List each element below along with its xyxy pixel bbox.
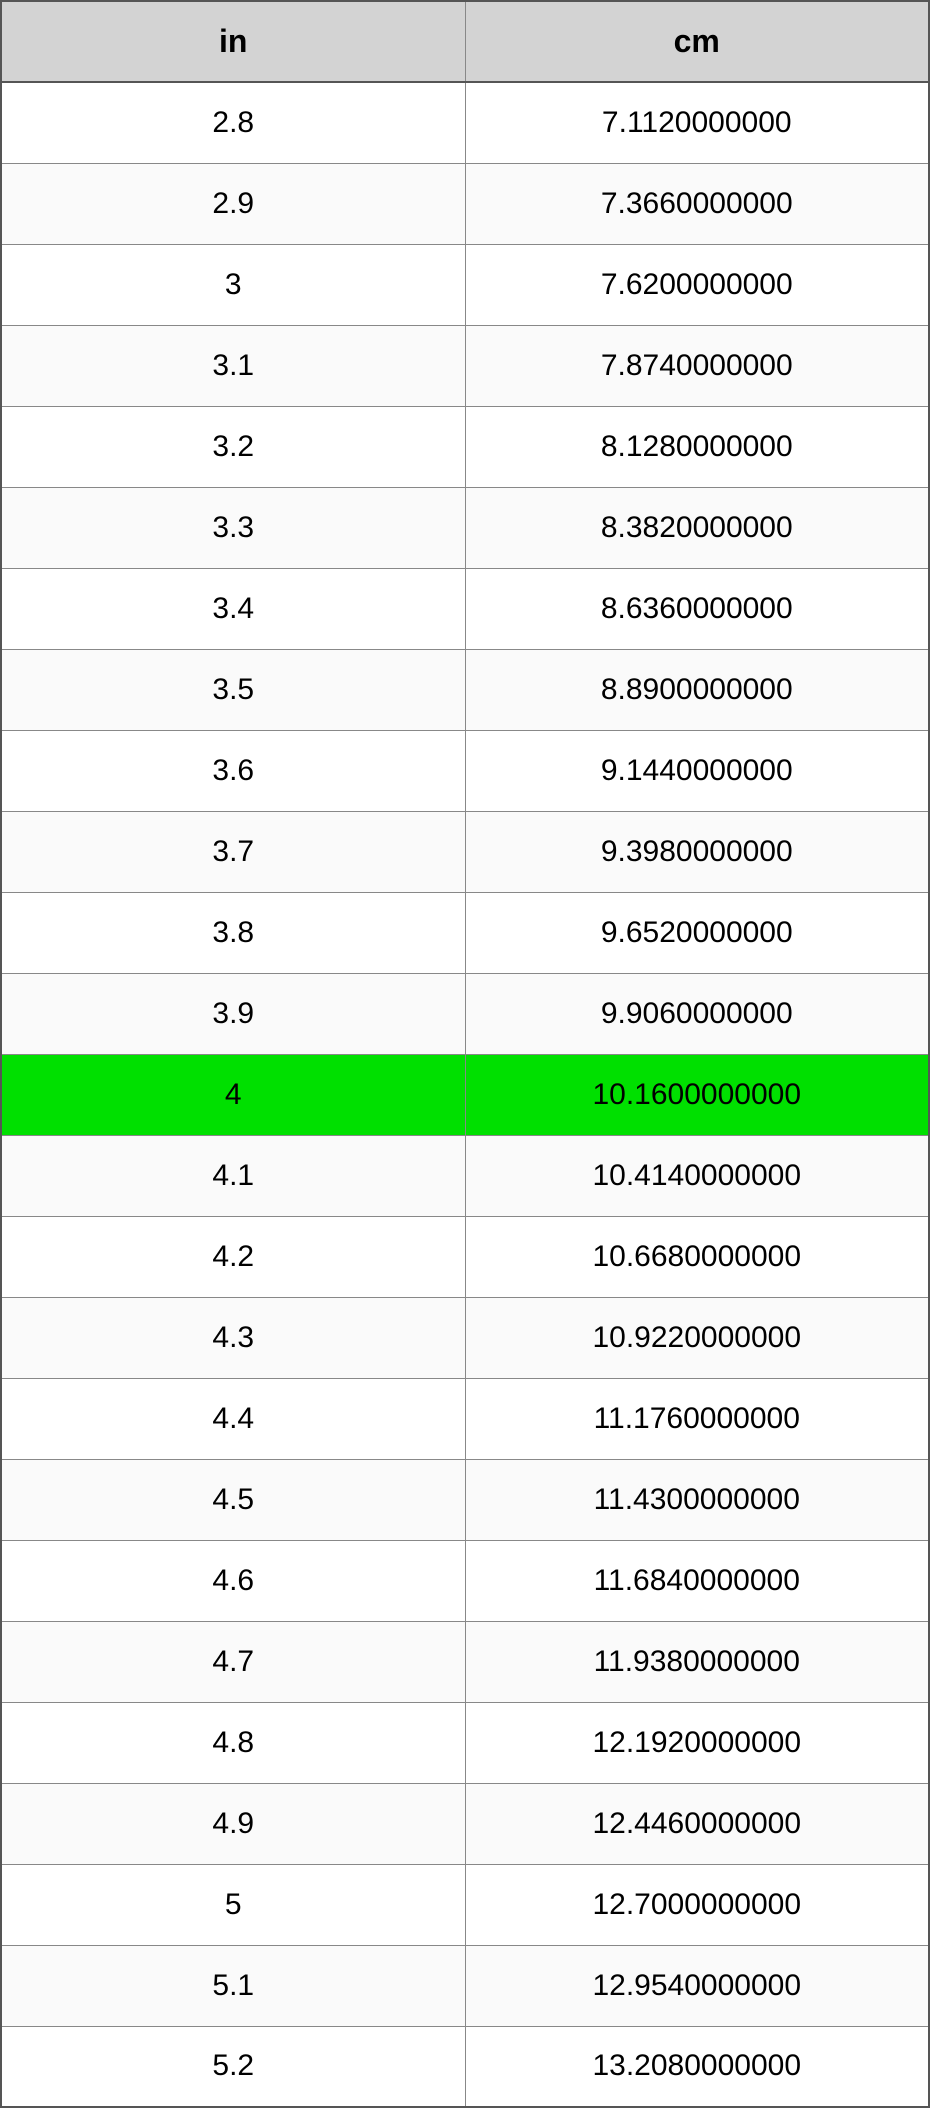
- cell-in: 3.1: [1, 325, 465, 406]
- cell-in: 5.2: [1, 2026, 465, 2107]
- table-row: 410.1600000000: [1, 1054, 929, 1135]
- table-row: 3.69.1440000000: [1, 730, 929, 811]
- cell-cm: 9.6520000000: [465, 892, 929, 973]
- cell-cm: 7.1120000000: [465, 82, 929, 163]
- cell-in: 3.8: [1, 892, 465, 973]
- cell-cm: 9.1440000000: [465, 730, 929, 811]
- cell-cm: 9.9060000000: [465, 973, 929, 1054]
- table-row: 512.7000000000: [1, 1864, 929, 1945]
- table-row: 2.87.1120000000: [1, 82, 929, 163]
- cell-in: 4: [1, 1054, 465, 1135]
- cell-in: 3.5: [1, 649, 465, 730]
- cell-cm: 10.1600000000: [465, 1054, 929, 1135]
- table-row: 5.112.9540000000: [1, 1945, 929, 2026]
- cell-cm: 12.7000000000: [465, 1864, 929, 1945]
- table-row: 3.48.6360000000: [1, 568, 929, 649]
- cell-in: 3: [1, 244, 465, 325]
- table-row: 4.711.9380000000: [1, 1621, 929, 1702]
- cell-in: 4.2: [1, 1216, 465, 1297]
- cell-cm: 7.3660000000: [465, 163, 929, 244]
- table-row: 4.511.4300000000: [1, 1459, 929, 1540]
- cell-cm: 12.1920000000: [465, 1702, 929, 1783]
- cell-in: 3.3: [1, 487, 465, 568]
- cell-cm: 11.1760000000: [465, 1378, 929, 1459]
- cell-cm: 12.4460000000: [465, 1783, 929, 1864]
- cell-in: 4.8: [1, 1702, 465, 1783]
- cell-cm: 10.9220000000: [465, 1297, 929, 1378]
- cell-in: 4.4: [1, 1378, 465, 1459]
- cell-in: 2.8: [1, 82, 465, 163]
- table-row: 3.99.9060000000: [1, 973, 929, 1054]
- table-row: 4.812.1920000000: [1, 1702, 929, 1783]
- table-row: 4.912.4460000000: [1, 1783, 929, 1864]
- table-row: 4.611.6840000000: [1, 1540, 929, 1621]
- cell-cm: 10.4140000000: [465, 1135, 929, 1216]
- table-body: 2.87.11200000002.97.366000000037.6200000…: [1, 82, 929, 2107]
- cell-in: 3.9: [1, 973, 465, 1054]
- cell-in: 3.7: [1, 811, 465, 892]
- column-header-in: in: [1, 1, 465, 82]
- cell-in: 5.1: [1, 1945, 465, 2026]
- table-row: 4.210.6680000000: [1, 1216, 929, 1297]
- cell-cm: 11.4300000000: [465, 1459, 929, 1540]
- cell-in: 4.1: [1, 1135, 465, 1216]
- column-header-cm: cm: [465, 1, 929, 82]
- cell-cm: 10.6680000000: [465, 1216, 929, 1297]
- cell-in: 4.5: [1, 1459, 465, 1540]
- table-row: 4.411.1760000000: [1, 1378, 929, 1459]
- table-row: 3.58.8900000000: [1, 649, 929, 730]
- cell-in: 4.6: [1, 1540, 465, 1621]
- cell-cm: 12.9540000000: [465, 1945, 929, 2026]
- cell-in: 5: [1, 1864, 465, 1945]
- table-row: 3.38.3820000000: [1, 487, 929, 568]
- cell-in: 3.2: [1, 406, 465, 487]
- cell-cm: 7.6200000000: [465, 244, 929, 325]
- cell-cm: 7.8740000000: [465, 325, 929, 406]
- cell-cm: 11.6840000000: [465, 1540, 929, 1621]
- table-row: 5.213.2080000000: [1, 2026, 929, 2107]
- table-row: 4.310.9220000000: [1, 1297, 929, 1378]
- table-header-row: in cm: [1, 1, 929, 82]
- cell-cm: 8.1280000000: [465, 406, 929, 487]
- table-row: 37.6200000000: [1, 244, 929, 325]
- conversion-table: in cm 2.87.11200000002.97.366000000037.6…: [0, 0, 930, 2108]
- table-row: 3.17.8740000000: [1, 325, 929, 406]
- table-row: 3.28.1280000000: [1, 406, 929, 487]
- cell-in: 3.4: [1, 568, 465, 649]
- cell-cm: 9.3980000000: [465, 811, 929, 892]
- table-row: 3.89.6520000000: [1, 892, 929, 973]
- cell-cm: 13.2080000000: [465, 2026, 929, 2107]
- cell-in: 4.3: [1, 1297, 465, 1378]
- cell-cm: 8.8900000000: [465, 649, 929, 730]
- cell-cm: 8.6360000000: [465, 568, 929, 649]
- cell-in: 2.9: [1, 163, 465, 244]
- table-row: 2.97.3660000000: [1, 163, 929, 244]
- cell-in: 3.6: [1, 730, 465, 811]
- cell-in: 4.7: [1, 1621, 465, 1702]
- cell-in: 4.9: [1, 1783, 465, 1864]
- cell-cm: 11.9380000000: [465, 1621, 929, 1702]
- table-row: 4.110.4140000000: [1, 1135, 929, 1216]
- table-row: 3.79.3980000000: [1, 811, 929, 892]
- cell-cm: 8.3820000000: [465, 487, 929, 568]
